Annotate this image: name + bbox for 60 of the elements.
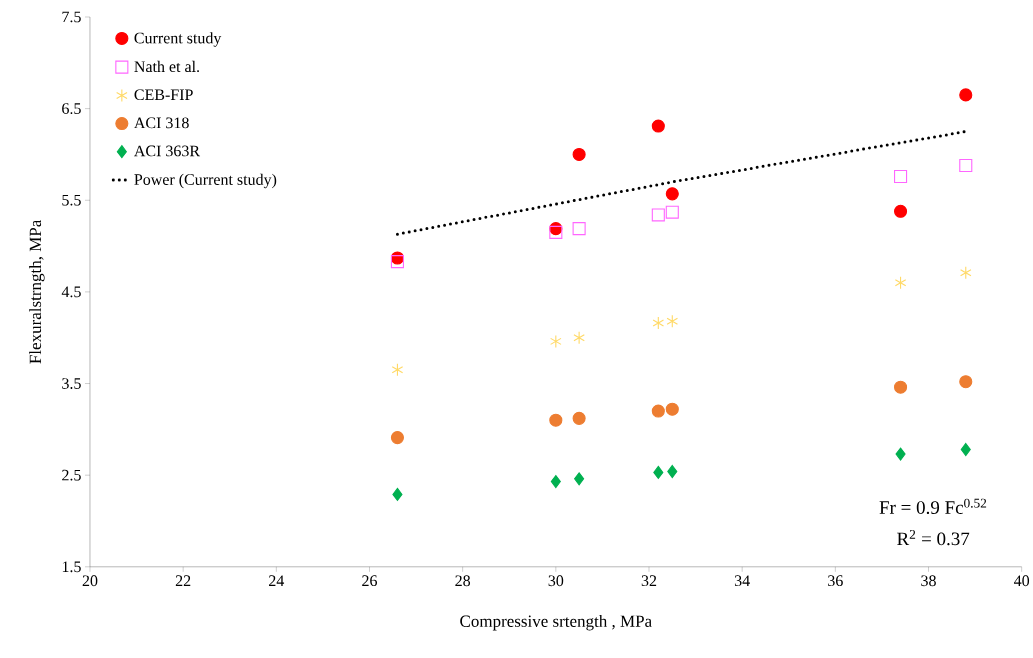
x-tick-label: 34 — [734, 575, 750, 587]
point — [550, 475, 561, 489]
point — [665, 187, 679, 201]
annotation: Fr = 0.9 Fc$^{0.52}$ — [879, 498, 987, 515]
point — [895, 447, 906, 461]
point — [665, 402, 679, 416]
point — [960, 266, 972, 280]
point — [894, 380, 908, 394]
y-axis-title: Flexuralstrngth, MPa — [29, 220, 45, 364]
x-tick-label: 38 — [921, 575, 936, 587]
point — [550, 334, 562, 349]
y-tick-label: 1.5 — [62, 561, 81, 573]
point — [651, 208, 665, 222]
point — [666, 314, 679, 328]
point — [572, 411, 586, 426]
legend-label: ACI 318 — [134, 117, 189, 129]
y-tick-label: 2.5 — [62, 469, 81, 481]
point — [390, 431, 404, 445]
x-tick-label: 20 — [82, 575, 98, 587]
x-tick-label: 28 — [455, 575, 471, 587]
point — [549, 413, 563, 427]
y-tick-label: 3.5 — [62, 378, 81, 390]
y-tick-label: 5.5 — [62, 195, 81, 206]
point — [651, 119, 665, 133]
legend-label: CEB-FIP — [134, 89, 193, 101]
y-tick-label: 6.5 — [62, 103, 81, 115]
point — [391, 363, 404, 377]
point — [392, 487, 403, 502]
x-axis-title: Compressive srtength , MPa — [460, 615, 652, 631]
point — [652, 316, 665, 330]
y-tick-label: 7.5 — [62, 11, 81, 23]
x-tick-label: 32 — [641, 575, 657, 587]
y-tick-label: 4.5 — [61, 286, 81, 298]
point — [959, 88, 973, 102]
point — [574, 472, 585, 486]
point — [572, 222, 586, 236]
point — [894, 204, 908, 218]
point — [665, 205, 679, 219]
point — [390, 255, 404, 269]
annotation: R$^{2}$ = 0.37 — [897, 530, 970, 546]
point — [651, 404, 665, 418]
x-tick-label: 30 — [548, 575, 564, 587]
point — [960, 443, 971, 457]
point — [959, 159, 973, 173]
point — [573, 331, 585, 345]
x-tick-label: 40 — [1013, 575, 1030, 587]
point — [894, 170, 908, 184]
point — [667, 465, 678, 479]
point — [653, 465, 664, 480]
x-tick-label: 22 — [175, 575, 191, 587]
legend-label: Current study — [134, 32, 222, 47]
point — [572, 148, 586, 162]
x-tick-label: 24 — [269, 575, 285, 587]
point — [959, 375, 973, 389]
x-tick-label: 26 — [362, 575, 378, 587]
legend-label: Power (Current study) — [134, 173, 277, 189]
x-tick-label: 36 — [828, 575, 843, 587]
legend-label: ACI 363R — [134, 145, 201, 157]
point — [894, 276, 907, 290]
legend-label: Nath et al. — [134, 60, 199, 73]
